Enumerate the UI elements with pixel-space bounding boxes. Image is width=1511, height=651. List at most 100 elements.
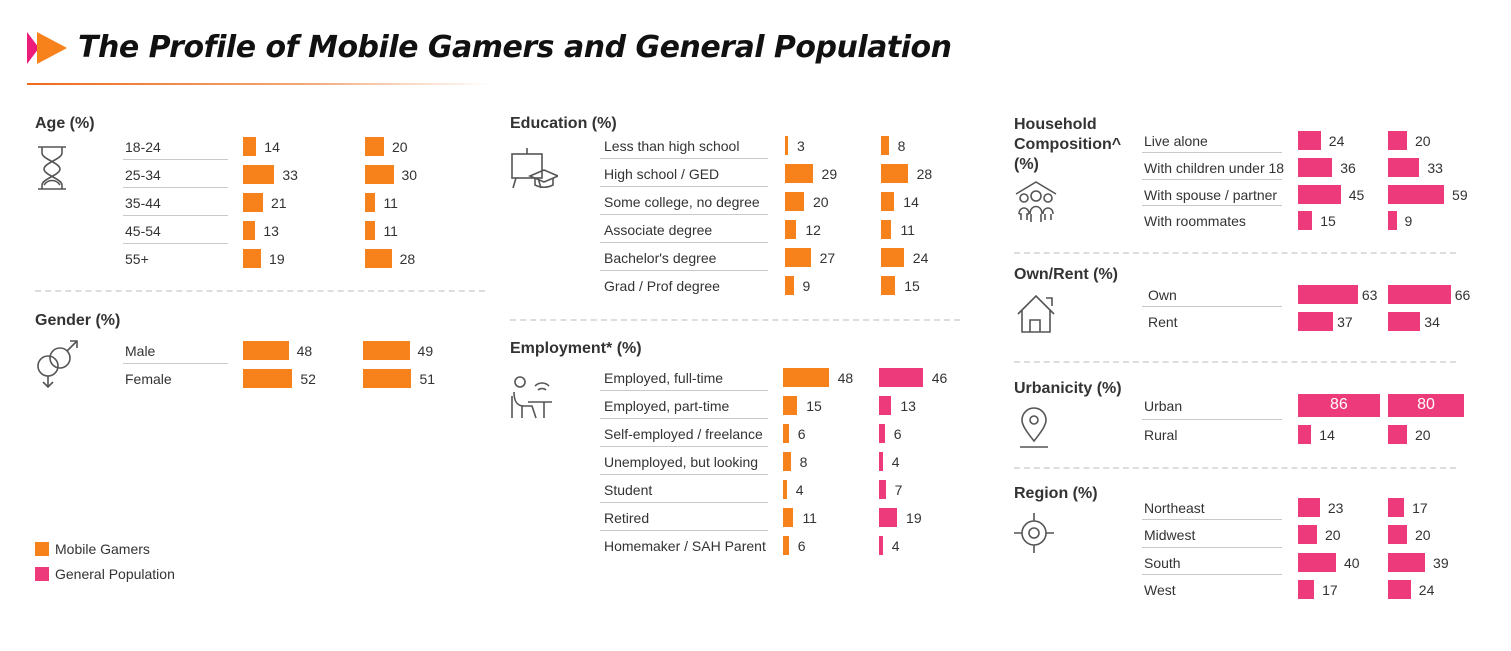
education-value-label: 12	[805, 222, 821, 238]
age-category-label: 35-44	[125, 195, 161, 211]
region-category-label: Northeast	[1144, 500, 1205, 516]
employment-bar-general-population	[879, 508, 898, 527]
region-bar-mobile-gamers	[1298, 525, 1317, 545]
row-separator	[600, 474, 768, 475]
employment-value-label: 6	[893, 426, 902, 442]
row-separator	[1142, 151, 1282, 153]
own-rent-value-label: 66	[1454, 287, 1471, 303]
title-arrows-icon	[27, 32, 67, 64]
age-bar-general-population	[365, 165, 394, 184]
gender-bar-general-population	[363, 369, 412, 388]
age-value-label: 33	[282, 167, 298, 183]
household-composition-category-label: Live alone	[1144, 133, 1208, 149]
employment-bar-mobile-gamers	[783, 480, 787, 499]
education-value-label: 20	[813, 194, 829, 210]
education-value-label: 3	[797, 138, 805, 154]
employment-category-label: Employed, part-time	[604, 398, 730, 414]
age-value-label: 28	[399, 251, 416, 267]
employment-bar-mobile-gamers	[783, 452, 791, 471]
education-icon	[511, 148, 558, 189]
family-house-icon	[1015, 181, 1057, 222]
education-category-label: Associate degree	[604, 222, 713, 238]
education-bar-mobile-gamers	[785, 220, 797, 239]
employment-bar-mobile-gamers	[783, 536, 789, 555]
region-bar-general-population	[1388, 552, 1426, 572]
employment-value-label: 7	[894, 482, 903, 498]
age-value-label: 21	[270, 195, 287, 211]
age-bar-general-population	[365, 137, 384, 156]
education-bar-general-population	[881, 164, 908, 183]
employment-value-label: 13	[900, 398, 916, 414]
household-composition-bar-general-population	[1388, 184, 1445, 204]
urbanicity-category-label: Rural	[1144, 427, 1178, 443]
education-value-label: 9	[802, 278, 811, 294]
employment-value-label: 11	[802, 510, 817, 526]
age-bar-mobile-gamers	[243, 193, 263, 212]
worker-desk-icon	[511, 376, 552, 419]
gender-value-label: 51	[419, 371, 436, 387]
employment-bar-mobile-gamers	[783, 508, 794, 527]
household-composition-bar-mobile-gamers	[1298, 157, 1333, 177]
row-separator	[123, 215, 228, 216]
row-separator	[600, 214, 768, 215]
region-title: Region (%)	[1014, 485, 1098, 502]
own-rent-title: Own/Rent (%)	[1014, 266, 1118, 283]
legend-item-mobile-gamers: Mobile Gamers	[35, 541, 175, 557]
row-separator	[1142, 519, 1282, 521]
education-bar-general-population	[881, 276, 896, 295]
employment-category-label: Student	[604, 482, 653, 498]
employment-bar-mobile-gamers	[783, 368, 829, 387]
row-separator	[1142, 205, 1282, 207]
household-composition-bar-general-population	[1388, 157, 1420, 177]
education-value-label: 29	[821, 166, 838, 182]
region-category-label: South	[1144, 554, 1181, 571]
education-category-label: High school / GED	[604, 166, 720, 182]
region-value-label: 17	[1412, 500, 1428, 516]
education-category-label: Grad / Prof degree	[604, 278, 720, 294]
own-rent-value-label: 37	[1337, 314, 1353, 330]
household-composition-category-label: With spouse / partner	[1144, 186, 1278, 203]
region-bar-general-population	[1388, 579, 1411, 599]
age-value-label: 30	[401, 167, 418, 183]
urbanicity-title: Urbanicity (%)	[1014, 380, 1122, 397]
age-value-label: 11	[383, 195, 398, 211]
age-value-label: 20	[392, 139, 408, 155]
age-category-label: 55+	[125, 251, 149, 267]
urbanicity-bar-mobile-gamers	[1298, 425, 1312, 444]
education-title: Education (%)	[510, 115, 617, 132]
education-value-label: 27	[819, 250, 836, 266]
employment-value-label: 4	[891, 538, 900, 554]
divider	[1014, 361, 1456, 363]
own-rent-bar-general-population	[1388, 285, 1451, 304]
row-separator	[1142, 546, 1282, 548]
employment-category-label: Unemployed, but looking	[604, 454, 759, 470]
education-category-label: Less than high school	[604, 138, 740, 154]
household-composition-bar-mobile-gamers	[1298, 184, 1341, 204]
region-value-label: 24	[1418, 581, 1435, 598]
title-underline	[27, 83, 492, 85]
region-category-label: Midwest	[1144, 527, 1196, 544]
employment-bar-general-population	[879, 452, 883, 471]
urbanicity-category-label: Urban	[1144, 398, 1183, 414]
house-icon	[1017, 294, 1055, 333]
region-value-label: 39	[1433, 554, 1449, 571]
education-bar-general-population	[881, 136, 889, 155]
age-title: Age (%)	[35, 115, 95, 132]
hourglass-icon	[38, 146, 66, 190]
employment-value-label: 4	[795, 482, 804, 498]
education-bar-mobile-gamers	[785, 136, 788, 155]
target-icon	[1014, 513, 1054, 553]
employment-category-label: Retired	[604, 510, 650, 526]
employment-value-label: 8	[799, 454, 808, 470]
employment-title: Employment* (%)	[510, 340, 642, 357]
legend-item-general-population: General Population	[35, 566, 175, 582]
education-bar-mobile-gamers	[785, 248, 811, 267]
region-value-label: 20	[1325, 527, 1341, 544]
own-rent-bar-general-population	[1388, 312, 1421, 331]
household-composition-bar-mobile-gamers	[1298, 131, 1321, 150]
legend: Mobile Gamers General Population	[35, 541, 175, 582]
education-value-label: 24	[912, 250, 929, 266]
education-bar-general-population	[881, 220, 892, 239]
employment-bar-general-population	[879, 396, 892, 415]
